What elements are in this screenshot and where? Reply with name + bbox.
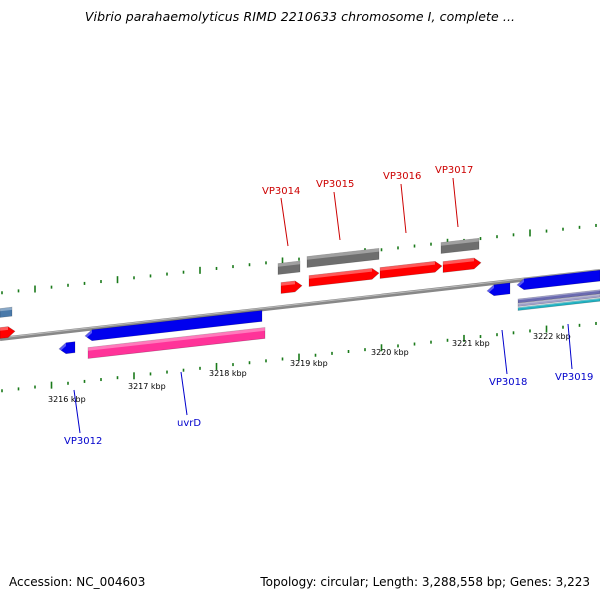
gene-vp3018-arrow [486, 282, 511, 297]
feature-pink-band-shape [87, 327, 266, 359]
gene-vp3016-arrow-gloss [380, 261, 435, 271]
gene-label-vp3018: VP3018 [489, 377, 527, 388]
cds-block-vp3015-vp3016-shape [306, 248, 380, 268]
feature-pink-band-gloss [88, 327, 265, 351]
tick-label: 3218 kbp [209, 369, 247, 378]
gene-vp3016-arrow [379, 260, 443, 279]
chromosome-backbone-highlight [0, 269, 600, 339]
feature-band-1 [517, 289, 600, 304]
feature-band-2 [517, 293, 600, 307]
cds-block-vp3017-gloss [441, 238, 479, 246]
gene-uvrd-arrow-gloss [85, 329, 92, 340]
chromosome-backbone [0, 269, 600, 341]
accession-text: Accession: NC_004603 [9, 575, 146, 589]
cds-block-vp3017-shape [440, 237, 480, 254]
gene-vp3012-arrow [58, 341, 76, 355]
gene-vp3017-arrow [442, 257, 482, 273]
feature-band-3 [517, 297, 600, 311]
gene-label-vp3014: VP3014 [262, 186, 300, 197]
gene-edge-left-arrow [0, 326, 16, 339]
leader-vp3018 [501, 329, 508, 375]
cds-block-vp3014-gloss [278, 261, 300, 267]
cds-block-vp3014-shape [277, 260, 301, 275]
leader-vp3017 [452, 177, 459, 228]
cds-block-edge-left-shape [0, 306, 13, 318]
gene-label-vp3012: VP3012 [64, 436, 102, 447]
feature-band-1-gloss [518, 289, 600, 301]
gene-label-uvrd: uvrD [177, 418, 201, 429]
gene-uvrd-arrow-shape [84, 310, 263, 342]
gene-label-vp3017: VP3017 [435, 165, 473, 176]
gene-vp3019-arrow [516, 269, 600, 291]
gene-edge-left-arrow-gloss [0, 326, 8, 331]
genome-summary-text: Topology: circular; Length: 3,288,558 bp… [260, 575, 590, 589]
leader-vp3016 [400, 183, 407, 234]
cds-block-vp3015-vp3016-gloss [307, 248, 379, 260]
cds-block-edge-left-gloss [0, 307, 12, 312]
cds-block-vp3017 [440, 237, 480, 254]
gene-label-vp3016: VP3016 [383, 171, 421, 182]
tick-label: 3222 kbp [533, 332, 571, 341]
leader-vp3019 [567, 323, 573, 370]
gene-vp3012-arrow-gloss [59, 342, 66, 353]
feature-band-3-shape [517, 297, 600, 311]
gene-vp3017-arrow-shape [442, 257, 482, 273]
cds-block-vp3015-vp3016 [306, 248, 380, 268]
gene-vp3015-arrow-gloss [309, 268, 372, 279]
tick-label: 3221 kbp [452, 339, 490, 348]
feature-pink-band [87, 327, 266, 359]
tick-label: 3219 kbp [290, 359, 328, 368]
gene-vp3016-arrow-shape [379, 260, 443, 279]
gene-vp3015-arrow [308, 268, 380, 287]
feature-band-2-gloss [518, 294, 600, 305]
gene-vp3018-arrow-gloss [487, 284, 494, 295]
feature-band-2-shape [517, 293, 600, 307]
gene-vp3014-arrow [280, 280, 303, 294]
leader-vp3015 [333, 191, 341, 241]
gene-vp3014-arrow-shape [280, 280, 303, 294]
leader-vp3012 [73, 389, 81, 434]
gene-edge-left-arrow-shape [0, 326, 16, 339]
gene-vp3017-arrow-gloss [443, 257, 474, 265]
map-title: Vibrio parahaemolyticus RIMD 2210633 chr… [84, 9, 516, 24]
gene-label-vp3015: VP3015 [316, 179, 354, 190]
gene-vp3018-arrow-shape [486, 282, 511, 297]
gene-vp3019-arrow-gloss [517, 278, 524, 289]
gene-vp3012-arrow-shape [58, 341, 76, 355]
gene-vp3019-arrow-shape [516, 269, 600, 291]
cds-block-edge-left [0, 306, 13, 318]
gene-label-vp3019: VP3019 [555, 372, 593, 383]
feature-band-3-gloss [518, 298, 600, 309]
tick-label: 3220 kbp [371, 348, 409, 357]
cds-block-vp3014 [277, 260, 301, 275]
gene-uvrd-arrow [84, 310, 263, 342]
gene-vp3015-arrow-shape [308, 268, 380, 287]
feature-band-1-shape [517, 289, 600, 304]
leader-vp3014 [280, 197, 289, 247]
tick-label: 3216 kbp [48, 395, 86, 404]
leader-uvrd [180, 371, 188, 416]
tick-label: 3217 kbp [128, 382, 166, 391]
gene-vp3014-arrow-gloss [281, 280, 295, 286]
